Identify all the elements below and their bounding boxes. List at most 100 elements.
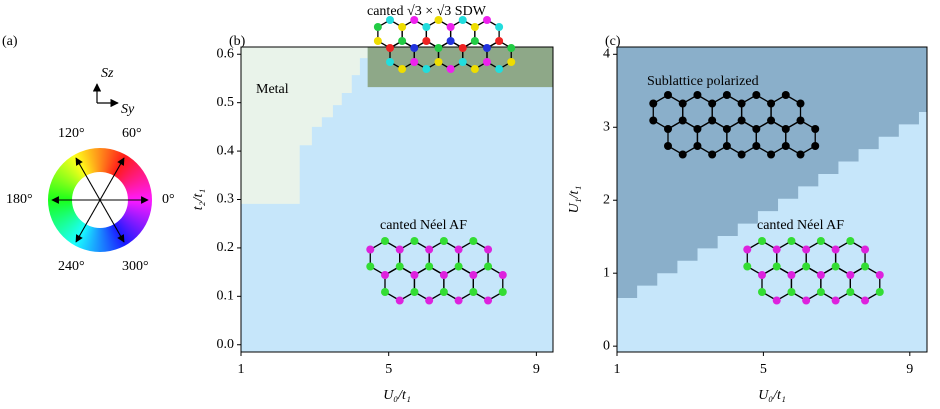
lattice-site (446, 23, 455, 31)
lattice-site (802, 245, 811, 254)
lattice-site (484, 262, 493, 271)
y-tick-label: 0.2 (217, 240, 235, 255)
x-tick-label: 5 (385, 362, 392, 377)
lattice-site (722, 125, 731, 133)
axis-label: Sz (101, 66, 114, 81)
lattice-site (395, 245, 404, 254)
angle-label: 0° (162, 192, 175, 207)
lattice-site (398, 37, 407, 45)
lattice-site (386, 58, 394, 66)
angle-label: 60° (122, 126, 142, 141)
lattice-site (831, 262, 840, 271)
lattice-site (482, 58, 491, 66)
x-tick-label: 9 (906, 362, 913, 377)
y-tick-label: 0 (603, 338, 610, 353)
x-axis-label: U₀/t₁ (383, 388, 411, 403)
lattice-site (422, 23, 431, 31)
angle-label: 240° (58, 259, 85, 274)
lattice-site (875, 288, 884, 296)
lattice-site (772, 245, 781, 254)
lattice-site (796, 99, 805, 108)
lattice-site (861, 245, 870, 254)
phase-label: canted Néel AF (757, 218, 844, 233)
lattice-site (434, 16, 443, 24)
lattice-site (422, 37, 431, 45)
y-tick-label: 4 (603, 47, 610, 62)
phase-region (241, 47, 368, 204)
lattice-site (787, 271, 796, 279)
lattice-site (507, 58, 516, 66)
y-tick-label: 1 (603, 265, 610, 280)
angle-label: 300° (122, 259, 149, 274)
panel-label: (c) (605, 34, 621, 49)
lattice-site (861, 296, 870, 305)
lattice-site (398, 65, 407, 73)
lattice-site (470, 23, 479, 31)
lattice-site (498, 271, 507, 279)
lattice-site (439, 271, 448, 279)
lattice-site (410, 237, 419, 245)
lattice-site (664, 142, 672, 150)
lattice-site (846, 288, 855, 296)
lattice-site (373, 37, 382, 45)
lattice-site (752, 142, 761, 150)
x-tick-label: 1 (238, 362, 245, 377)
lattice-site (395, 262, 404, 271)
lattice-site (498, 288, 507, 296)
lattice-site (664, 125, 672, 133)
lattice-site (802, 296, 811, 305)
lattice-site (373, 23, 382, 31)
angle-label: 180° (6, 192, 33, 207)
y-tick-label: 0.1 (217, 289, 235, 304)
lattice-site (767, 116, 776, 125)
lattice-site (422, 65, 431, 73)
lattice-site (458, 16, 467, 24)
lattice-site (366, 245, 375, 254)
lattice-site (816, 237, 825, 245)
lattice-inset (743, 237, 884, 305)
lattice-site (678, 150, 687, 159)
lattice-site (469, 288, 478, 296)
phase-region (617, 47, 927, 299)
lattice-site (831, 296, 840, 305)
lattice-site (381, 237, 389, 245)
lattice-site (470, 65, 479, 73)
lattice-site (649, 116, 658, 125)
lattice-site (434, 44, 443, 52)
lattice-site (811, 142, 820, 150)
lattice-site (743, 262, 752, 271)
lattice-site (664, 91, 672, 99)
lattice-site (454, 262, 463, 271)
lattice-site (752, 125, 761, 133)
lattice-site (469, 271, 478, 279)
lattice-site (386, 16, 394, 24)
phase-label: canted Néel AF (380, 218, 467, 233)
lattice-site (425, 245, 434, 254)
lattice-site (458, 44, 467, 52)
lattice-site (507, 44, 516, 52)
lattice-site (434, 58, 443, 66)
lattice-site (495, 37, 504, 45)
lattice-site (678, 99, 687, 108)
lattice-site (410, 288, 419, 296)
lattice-site (446, 65, 455, 73)
y-tick-label: 0.4 (217, 143, 235, 158)
lattice-site (693, 91, 702, 99)
lattice-site (495, 65, 504, 73)
lattice-site (758, 271, 766, 279)
lattice-site (410, 16, 419, 24)
lattice-site (802, 262, 811, 271)
lattice-inset (649, 91, 820, 159)
lattice-site (781, 125, 790, 133)
axis-label: Sy (121, 102, 135, 117)
lattice-site (743, 245, 752, 254)
lattice-site (386, 44, 394, 52)
lattice-site (454, 296, 463, 305)
lattice-site (708, 99, 717, 108)
lattice-inset (373, 16, 516, 73)
y-axis-label: t₂/t₁ (191, 189, 206, 210)
y-tick-label: 0.0 (217, 337, 235, 352)
lattice-site (439, 288, 448, 296)
lattice-site (875, 271, 884, 279)
